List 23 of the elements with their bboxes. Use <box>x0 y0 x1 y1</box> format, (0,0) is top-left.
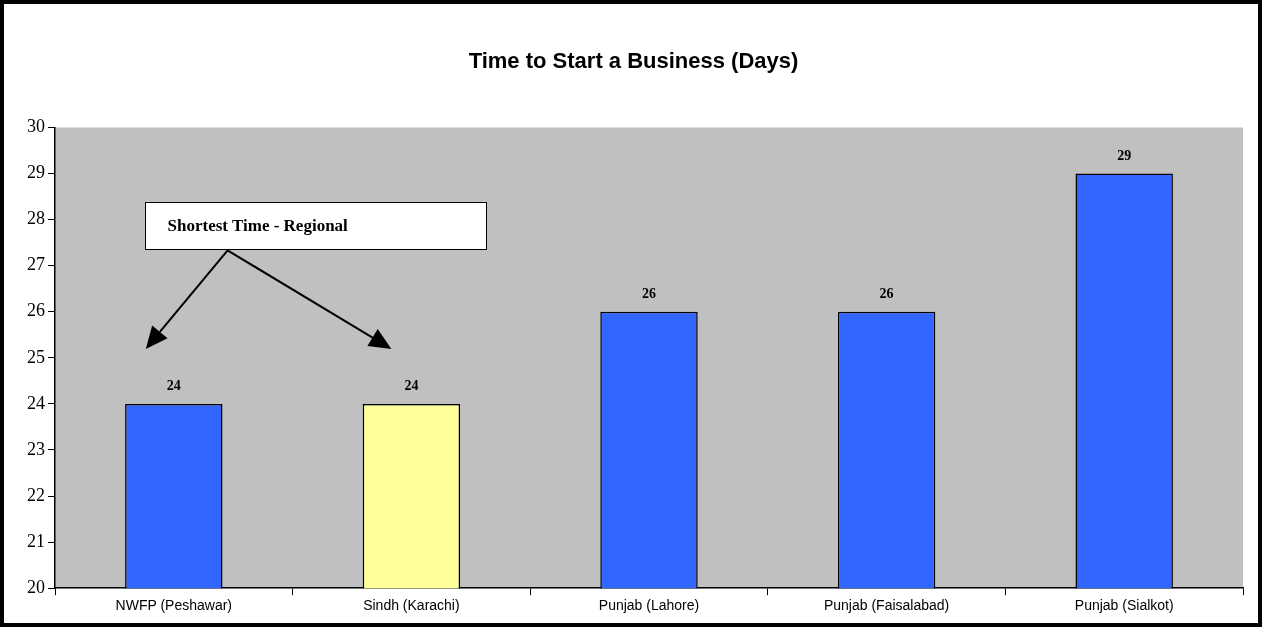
data-label: 24 <box>166 378 181 394</box>
data-label: 26 <box>879 286 894 302</box>
x-tick-label: NWFP (Peshawar) <box>115 597 233 614</box>
chart-title: Time to Start a Business (Days) <box>468 48 799 74</box>
data-label: 26 <box>642 286 656 302</box>
y-tick-label: 20 <box>27 576 45 597</box>
x-tick-label: Punjab (Lahore) <box>598 597 700 614</box>
y-tick-label: 24 <box>27 392 45 413</box>
callout-box: Shortest Time - Regional <box>144 202 487 251</box>
y-tick-label: 27 <box>27 254 45 275</box>
y-tick-label: 30 <box>27 116 45 137</box>
y-tick-label: 22 <box>27 484 45 505</box>
data-label: 24 <box>404 378 419 394</box>
x-tick-label: Punjab (Faisalabad) <box>823 597 950 614</box>
data-label: 29 <box>1117 148 1132 164</box>
y-tick-label: 26 <box>27 300 45 321</box>
y-tick-label: 21 <box>27 530 45 551</box>
y-tick-label: 29 <box>27 162 45 183</box>
y-tick-label: 25 <box>27 346 45 367</box>
y-tick-label: 28 <box>27 208 45 229</box>
x-tick-label: Punjab (Sialkot) <box>1074 597 1174 614</box>
x-tick-label: Sindh (Karachi) <box>363 597 460 614</box>
y-tick-label: 23 <box>27 438 45 459</box>
